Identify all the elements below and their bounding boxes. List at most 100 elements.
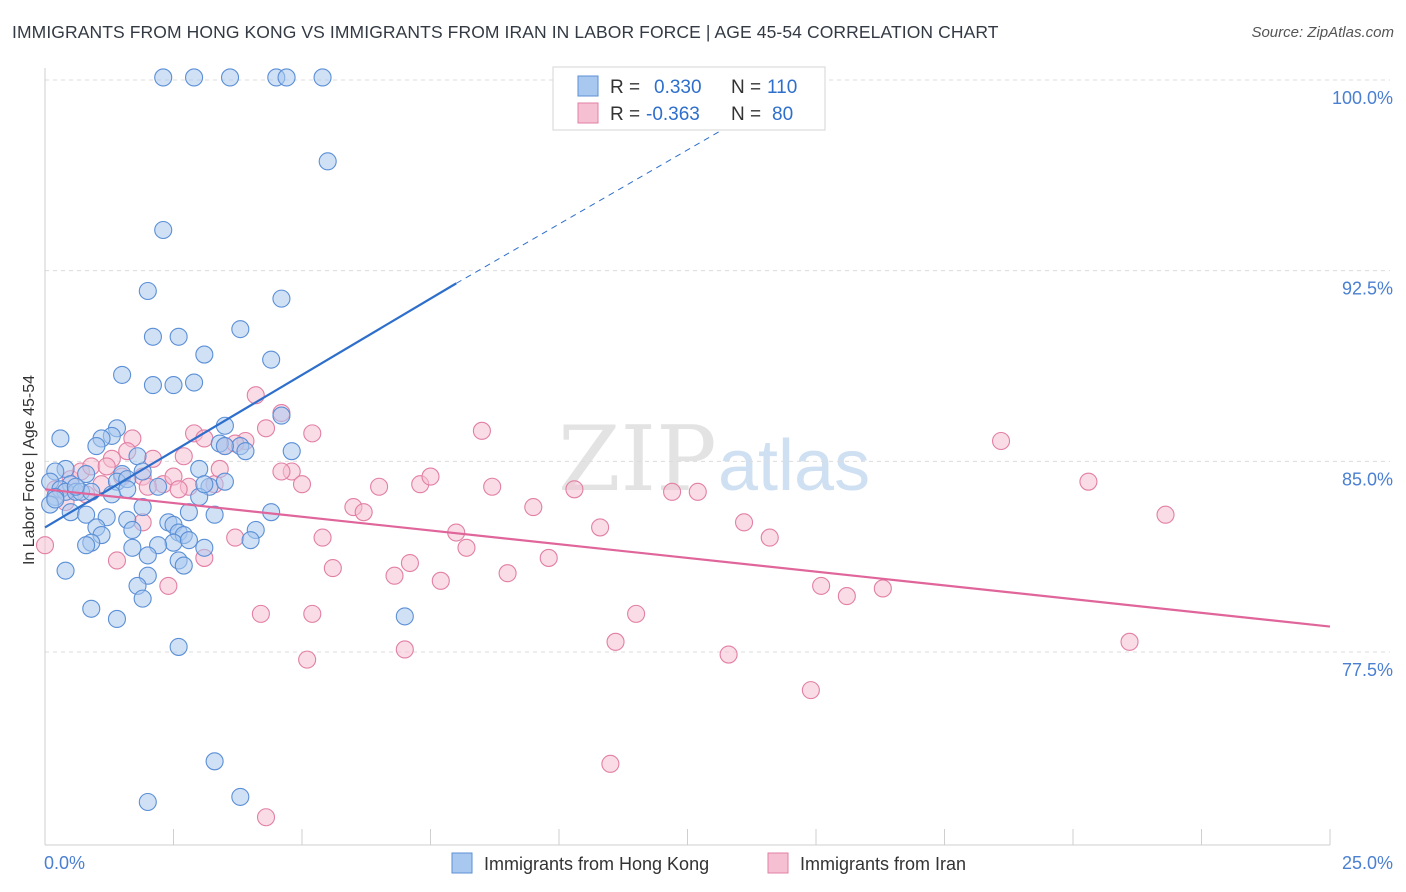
hong-kong-point (282, 442, 301, 461)
iran-trendline (44, 488, 1331, 628)
iran-point (663, 482, 682, 501)
hong-kong-point (174, 556, 193, 575)
iran-point (97, 457, 116, 476)
hong-kong-point (77, 464, 96, 484)
iran-point (812, 576, 831, 595)
y-tick-label: 92.5% (1342, 279, 1393, 299)
hong-kong-point (46, 490, 65, 509)
iran-point (601, 754, 620, 773)
hong-kong-point (133, 589, 152, 608)
iran-point (1120, 632, 1139, 651)
iran-point (837, 587, 856, 606)
iran-point (457, 538, 476, 557)
iran-point (303, 424, 322, 443)
iran-point (524, 498, 543, 517)
hong-kong-point (272, 406, 291, 425)
stats-n-label-blue: N = (731, 77, 761, 98)
iran-point (688, 482, 707, 501)
hong-kong-point (149, 477, 168, 496)
iran-point (734, 513, 754, 532)
iran-point (35, 536, 55, 555)
hong-kong-point (82, 599, 101, 618)
hong-kong-point (164, 533, 183, 552)
source-label: Source: ZipAtlas.com (1251, 24, 1394, 41)
iran-point (292, 475, 312, 494)
iran-point (719, 645, 738, 664)
hong-kong-point (272, 289, 291, 308)
y-axis-label: In Labor Force | Age 45-54 (21, 375, 38, 565)
iran-point (627, 604, 646, 623)
iran-point (400, 553, 419, 573)
hong-kong-point (133, 498, 152, 517)
hong-kong-point (164, 376, 183, 395)
hong-kong-point (169, 637, 188, 656)
iran-point (323, 559, 342, 578)
iran-point (370, 477, 389, 496)
hong-kong-point (236, 442, 255, 461)
iran-point (539, 548, 558, 567)
hong-kong-point (195, 475, 214, 494)
iran-point (991, 431, 1011, 451)
iran-point (873, 579, 892, 598)
stats-legend-swatch-pink (577, 102, 599, 124)
stats-r-label-pink: R = (610, 104, 640, 125)
stats-r-value-pink: -0.363 (646, 104, 700, 125)
gridlines (45, 79, 1390, 653)
watermark-atlas: atlas (718, 426, 870, 506)
stats-legend-swatch-blue (577, 75, 599, 97)
hong-kong-point (241, 531, 260, 550)
legend-label-iran: Immigrants from Iran (800, 854, 966, 874)
hong-kong-point (395, 607, 414, 626)
legend-label-hong-kong: Immigrants from Hong Kong (484, 854, 709, 874)
y-tick-labels: 77.5% 85.0% 92.5% 100.0% (1332, 88, 1393, 680)
hong-kong-point (123, 520, 142, 540)
hong-kong-points (41, 68, 414, 812)
iran-point (801, 681, 820, 700)
chart-title: IMMIGRANTS FROM HONG KONG VS IMMIGRANTS … (12, 22, 999, 42)
iran-point (298, 650, 317, 669)
iran-point (313, 528, 332, 547)
iran-point (1079, 472, 1098, 491)
hong-kong-point (51, 429, 70, 448)
stats-r-label-blue: R = (610, 77, 640, 98)
hong-kong-point (128, 447, 147, 466)
axes (44, 68, 1331, 846)
hong-kong-trendline (44, 282, 457, 529)
iran-point (498, 564, 517, 583)
iran-point (251, 604, 270, 623)
hong-kong-point (262, 350, 281, 369)
x-tick-label: 25.0% (1342, 853, 1393, 873)
iran-point (169, 480, 188, 499)
hong-kong-point (220, 68, 240, 87)
hong-kong-point (154, 220, 173, 240)
stats-r-value-blue: 0.330 (654, 77, 702, 98)
hong-kong-point (195, 538, 214, 557)
iran-point (107, 551, 127, 570)
hong-kong-point (143, 327, 162, 346)
iran-point (385, 566, 404, 585)
hong-kong-point (77, 505, 96, 524)
hong-kong-point (215, 437, 234, 456)
hong-kong-point (107, 609, 127, 629)
legend-swatch-hong-kong (451, 852, 473, 874)
iran-point (174, 447, 193, 466)
hong-kong-point (66, 477, 85, 496)
iran-point (760, 528, 779, 547)
iran-point (226, 528, 245, 547)
iran-points (35, 386, 1175, 827)
iran-point (431, 571, 450, 590)
hong-kong-point (185, 373, 204, 392)
stats-n-label-pink: N = (731, 104, 761, 125)
legend-swatch-iran (767, 852, 789, 874)
stats-n-value-pink: 80 (772, 104, 793, 125)
hong-kong-point (215, 472, 234, 491)
iran-point (591, 518, 610, 537)
iran-point (395, 640, 414, 659)
hong-kong-point (123, 538, 142, 557)
hong-kong-point (138, 281, 157, 301)
series-legend: Immigrants from Hong Kong Immigrants fro… (451, 852, 966, 874)
iran-point (256, 419, 276, 438)
stats-n-value-blue: 110 (767, 77, 797, 98)
hong-kong-point (82, 482, 101, 501)
